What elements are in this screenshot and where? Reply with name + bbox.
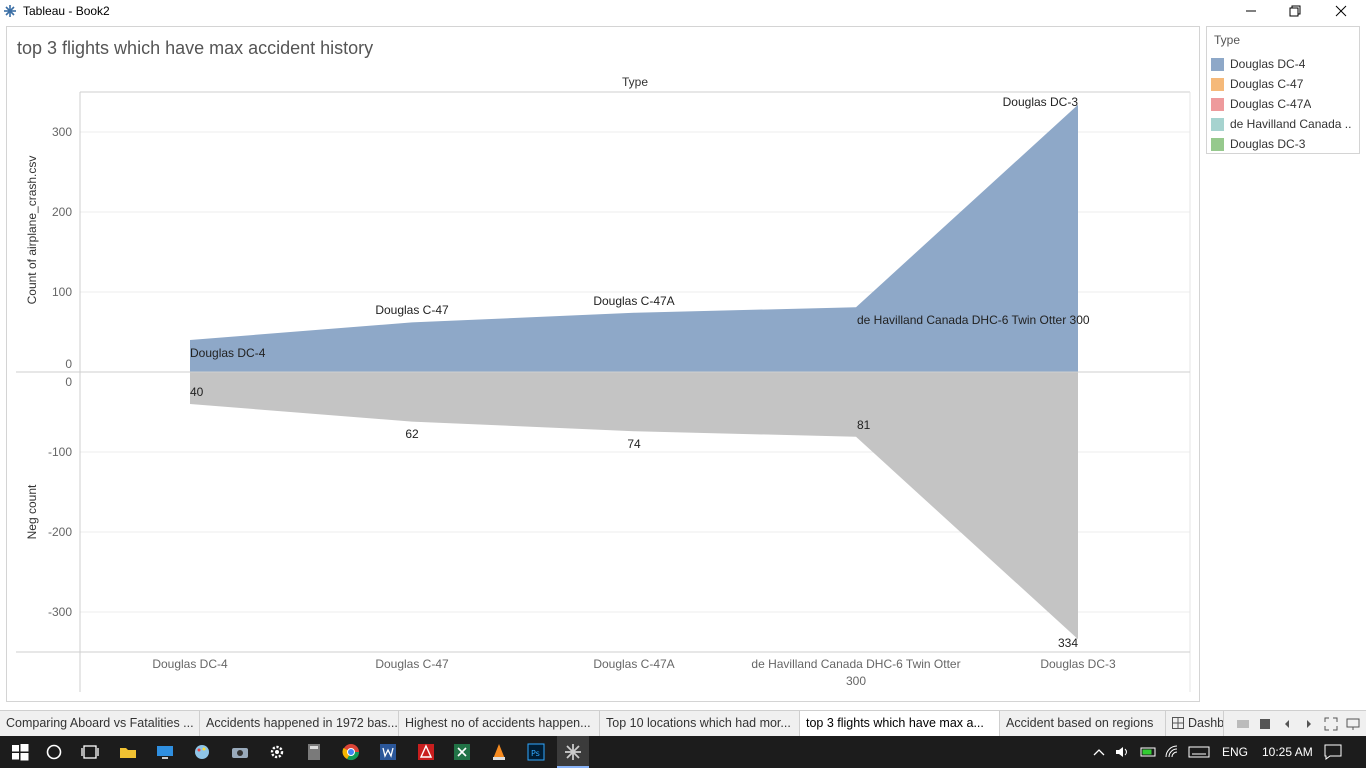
legend-item-label: Douglas C-47 (1230, 77, 1304, 91)
y-tick-label-bottom: 0 (65, 375, 72, 389)
y-tick-label-bottom: -300 (48, 605, 72, 619)
x-category-label: Douglas DC-4 (152, 657, 228, 671)
column-header-type: Type (622, 75, 648, 89)
legend-item-label: de Havilland Canada .. (1230, 117, 1352, 131)
y-tick-label-top: 200 (52, 205, 72, 219)
mark-label-top: Douglas C-47A (593, 294, 674, 308)
presentation-icon[interactable] (1346, 717, 1360, 731)
filmstrip-icon[interactable] (1236, 717, 1250, 731)
x-category-label: 300 (846, 674, 866, 688)
y-tick-label-top: 100 (52, 285, 72, 299)
restore-button[interactable] (1272, 0, 1318, 22)
x-category-label: Douglas DC-3 (1040, 657, 1116, 671)
prev-sheet-icon[interactable] (1280, 717, 1294, 731)
chrome-icon[interactable] (341, 742, 361, 762)
legend-item-douglas-dc-4[interactable]: Douglas DC-4 (1211, 55, 1359, 73)
x-category-label: Douglas C-47A (593, 657, 674, 671)
chevron-up-icon[interactable] (1092, 746, 1106, 758)
mark-label-top: Douglas C-47 (375, 303, 449, 317)
tab-accident-regions[interactable]: Accident based on regions (1000, 711, 1166, 736)
windows-start-icon[interactable] (10, 742, 30, 762)
legend-item-de-havilland[interactable]: de Havilland Canada .. (1211, 115, 1359, 133)
area-mark-positive (190, 104, 1078, 373)
legend-swatch (1211, 117, 1224, 131)
y-tick-label-top: 300 (52, 125, 72, 139)
volume-icon[interactable] (1114, 745, 1132, 759)
y-tick-label-top: 0 (65, 357, 72, 371)
legend-item-douglas-dc-3[interactable]: Douglas DC-3 (1211, 135, 1359, 153)
legend-item-label: Douglas C-47A (1230, 97, 1312, 111)
y-tick-label-bottom: -200 (48, 525, 72, 539)
tab-dashboard[interactable]: Dashb (1166, 711, 1224, 736)
legend-item-label: Douglas DC-3 (1230, 137, 1306, 151)
excel-icon[interactable] (452, 742, 472, 762)
language-indicator[interactable]: ENG (1222, 745, 1249, 759)
camera-icon[interactable] (230, 742, 250, 762)
minimize-button[interactable] (1228, 0, 1274, 22)
file-explorer-icon[interactable] (118, 742, 138, 762)
clock-time[interactable]: 10:25 AM (1262, 745, 1313, 759)
area-mark-negative (190, 372, 1078, 640)
vlc-icon[interactable] (489, 742, 509, 762)
settings-gear-icon[interactable] (267, 742, 287, 762)
tab-highest-accidents[interactable]: Highest no of accidents happen... (399, 711, 600, 736)
legend-item-douglas-c-47[interactable]: Douglas C-47 (1211, 75, 1359, 93)
tableau-icon (565, 744, 581, 760)
tableau-app-icon (4, 5, 16, 17)
calculator-icon[interactable] (304, 742, 324, 762)
tab-comparing-aboard[interactable]: Comparing Aboard vs Fatalities ... (0, 711, 200, 736)
tab-accidents-1972[interactable]: Accidents happened in 1972 bas... (200, 711, 399, 736)
legend-swatch (1211, 137, 1224, 151)
restore-icon (1289, 5, 1301, 17)
y-axis-title-bottom: Neg count (25, 484, 39, 539)
window-title: Tableau - Book2 (23, 4, 110, 18)
tab-top-3-flights[interactable]: top 3 flights which have max a... (800, 711, 1000, 736)
mark-label-top: de Havilland Canada DHC-6 Twin Otter 300 (857, 313, 1090, 327)
mark-label-bottom: 81 (857, 418, 871, 432)
mark-label-top: Douglas DC-4 (190, 346, 266, 360)
search-icon[interactable] (44, 742, 64, 762)
photoshop-icon[interactable]: Ps (526, 742, 546, 762)
next-sheet-icon[interactable] (1302, 717, 1316, 731)
y-axis-title-top: Count of airplane_crash.csv (25, 156, 39, 305)
mark-label-bottom: 40 (190, 385, 204, 399)
acrobat-icon[interactable] (416, 742, 436, 762)
x-category-label: Douglas C-47 (375, 657, 449, 671)
paint-icon[interactable] (192, 742, 212, 762)
legend-swatch (1211, 57, 1224, 71)
window-titlebar: Tableau - Book2 (0, 0, 1366, 22)
mark-label-bottom: 334 (1058, 636, 1078, 650)
legend-swatch (1211, 97, 1224, 111)
windows-taskbar: Ps ENG 10:25 AM (0, 736, 1366, 768)
tabs-view-icon[interactable] (1258, 717, 1272, 731)
legend-swatch (1211, 77, 1224, 91)
mark-label-bottom: 62 (405, 427, 419, 441)
wifi-icon[interactable] (1164, 744, 1180, 760)
sheet-tab-bar: Comparing Aboard vs Fatalities ... Accid… (0, 710, 1366, 736)
y-tick-label-bottom: -100 (48, 445, 72, 459)
color-legend[interactable]: Type Douglas DC-4 Douglas C-47 Douglas C… (1206, 26, 1360, 154)
word-icon[interactable] (378, 742, 398, 762)
mark-label-bottom: 74 (627, 437, 641, 451)
legend-title: Type (1214, 33, 1241, 47)
mark-label-top: Douglas DC-3 (1003, 95, 1079, 109)
dashboard-icon (1172, 717, 1184, 729)
keyboard-icon[interactable] (1188, 746, 1210, 758)
task-view-icon[interactable] (80, 742, 100, 762)
fullscreen-icon[interactable] (1324, 717, 1338, 731)
sheet-title: top 3 flights which have max accident hi… (17, 38, 374, 58)
close-button[interactable] (1318, 0, 1364, 22)
svg-text:Ps: Ps (531, 749, 540, 758)
close-icon (1335, 5, 1347, 17)
tab-top-10-locations[interactable]: Top 10 locations which had mor... (600, 711, 800, 736)
desktop-icon[interactable] (155, 742, 175, 762)
legend-item-douglas-c-47a[interactable]: Douglas C-47A (1211, 95, 1359, 113)
battery-icon[interactable] (1140, 745, 1158, 759)
action-center-icon[interactable] (1324, 744, 1342, 760)
legend-item-label: Douglas DC-4 (1230, 57, 1306, 71)
x-category-label: de Havilland Canada DHC-6 Twin Otter (751, 657, 960, 671)
area-chart[interactable]: Type 0 100 200 300 0 -100 -200 -300 Count of airp… (0, 0, 1366, 710)
minimize-icon (1246, 10, 1256, 12)
